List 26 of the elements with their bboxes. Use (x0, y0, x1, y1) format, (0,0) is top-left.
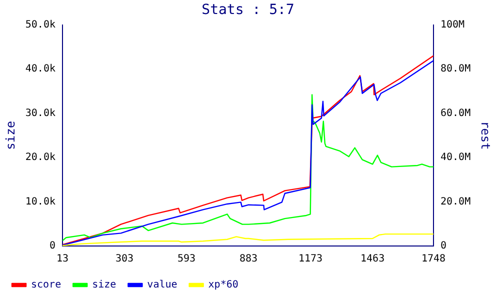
y-tick-label: 10.0k (25, 196, 56, 208)
x-tick-label: 1463 (360, 254, 385, 265)
x-tick-label: 593 (177, 254, 196, 265)
y-tick-label: 20.0k (25, 152, 56, 164)
y-tick-label: 50.0k (25, 19, 56, 30)
y2-tick-label: 60.0M (440, 108, 471, 119)
y2-tick-label: 0 (440, 240, 447, 252)
y2-tick-label: 80.0M (440, 64, 471, 75)
y2-tick-label: 40.0M (440, 152, 471, 164)
legend-label: size (92, 280, 116, 291)
legend-label: xp*60 (208, 280, 238, 291)
y-tick-label: 40.0k (25, 64, 56, 75)
y-tick-label: 0 (49, 240, 56, 252)
x-tick-label: 303 (115, 254, 134, 265)
x-tick-label: 883 (240, 254, 258, 265)
x-tick-label: 1173 (298, 254, 323, 265)
y2-tick-label: 20.0M (440, 196, 471, 208)
y-axis-title: size (3, 120, 18, 150)
y-tick-label: 30.0k (25, 108, 56, 119)
x-tick-label: 1748 (421, 254, 446, 265)
y2-axis-title: rest (478, 120, 493, 150)
x-tick-label: 13 (56, 254, 69, 265)
y2-tick-label: 100M (440, 19, 465, 30)
legend-label: score (31, 280, 62, 291)
legend-label: value (147, 280, 178, 291)
chart-title: Stats : 5:7 (202, 2, 294, 18)
